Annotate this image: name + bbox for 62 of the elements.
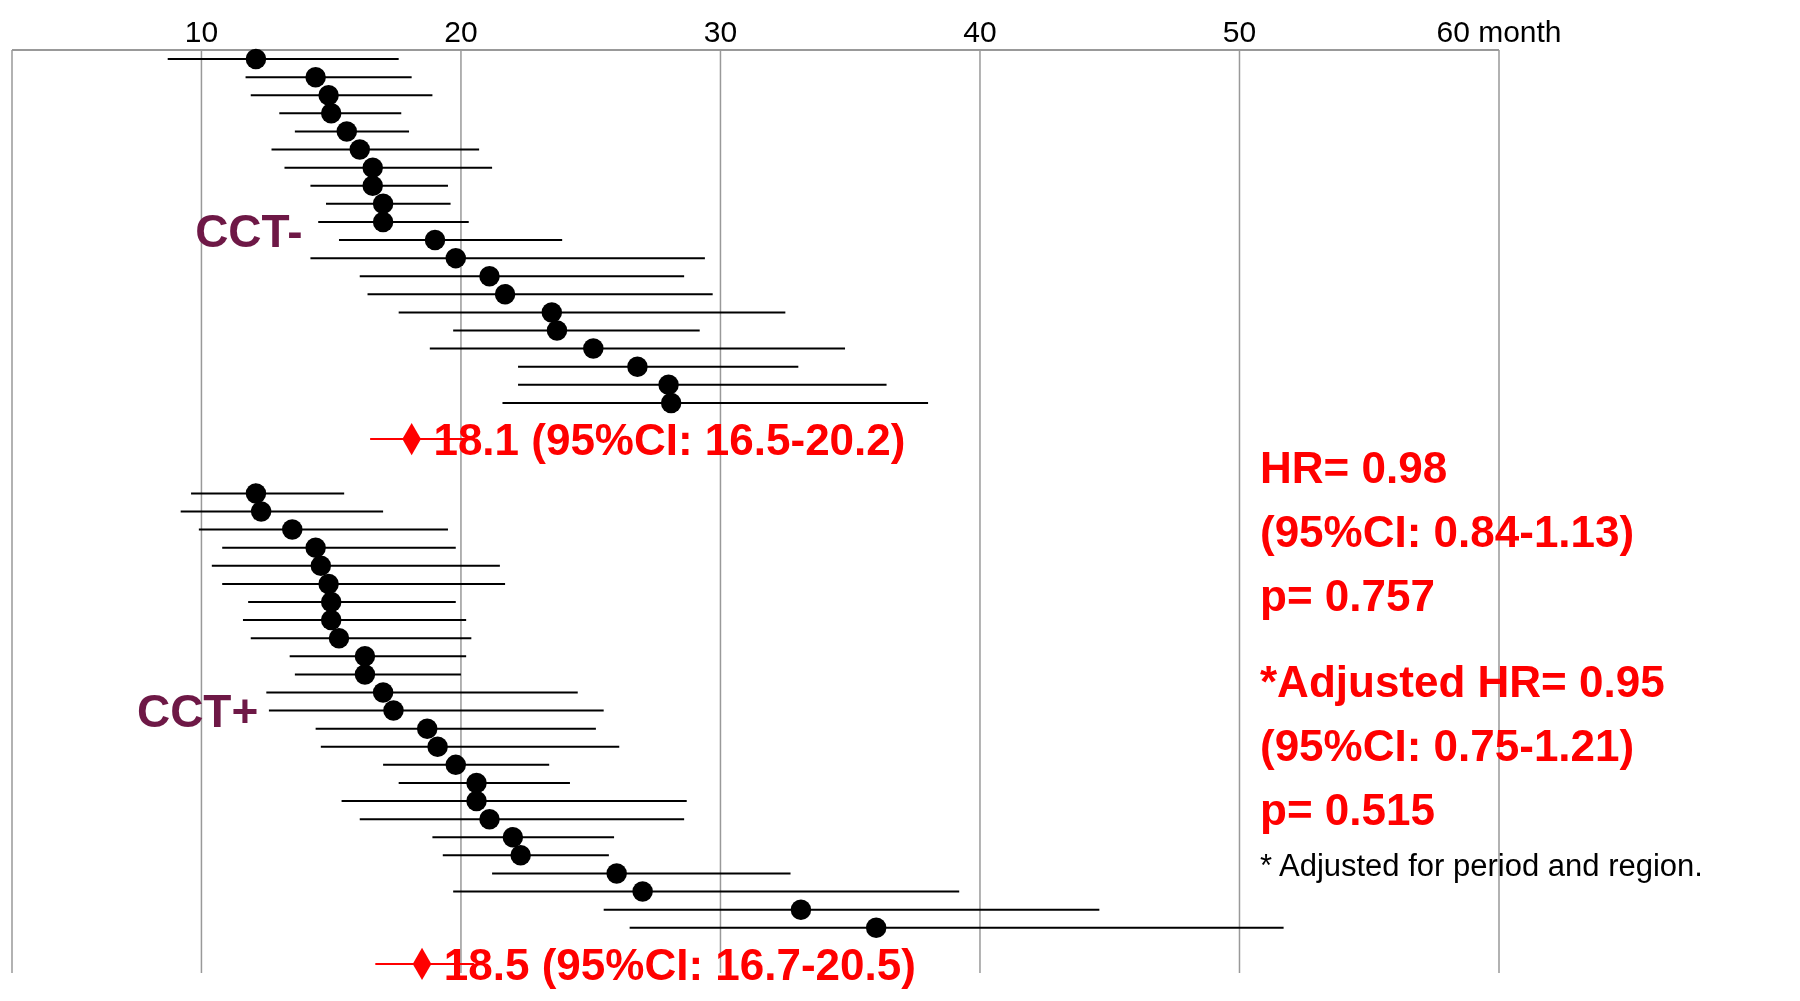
point [632, 881, 653, 902]
point [466, 790, 487, 812]
x-tick-label: 40 [963, 15, 997, 48]
point [627, 356, 648, 377]
point [510, 845, 531, 866]
series-label: CCT- [195, 204, 303, 257]
point [250, 501, 272, 522]
point [354, 646, 376, 667]
point [310, 555, 332, 577]
annotation: (95%CI: 0.75-1.21) [1260, 720, 1636, 772]
point [318, 85, 339, 106]
point [362, 157, 383, 178]
x-tick-label: 60 month [1436, 15, 1562, 48]
point [606, 863, 627, 884]
point [245, 483, 267, 504]
series-label: CCT+ [136, 684, 259, 737]
point [318, 573, 339, 595]
point [494, 284, 516, 305]
point [427, 736, 448, 757]
point [658, 374, 679, 396]
point [479, 266, 500, 287]
point [790, 899, 812, 920]
point [354, 664, 376, 685]
point [245, 48, 267, 70]
x-tick-label: 30 [703, 15, 738, 48]
annotation: HR= 0.98 [1260, 442, 1449, 494]
point [320, 103, 342, 124]
point [305, 537, 326, 558]
x-tick-label: 10 [184, 15, 219, 48]
point [424, 229, 446, 251]
data-label: 18.1 (95%CI: 16.5-20.2) [433, 414, 906, 464]
annotation: p= 0.757 [1260, 570, 1436, 622]
point [502, 827, 524, 848]
point [349, 139, 370, 160]
point [660, 392, 682, 414]
point [320, 591, 342, 613]
point [336, 121, 358, 142]
point [416, 718, 438, 739]
point [541, 302, 563, 323]
point [479, 808, 500, 830]
data-label: 18.5 (95%CI: 16.7-20.5) [443, 939, 916, 989]
point [372, 682, 394, 703]
point [383, 700, 404, 721]
point [583, 338, 604, 359]
point [328, 627, 350, 649]
point [320, 609, 342, 631]
point [466, 772, 487, 794]
x-tick-label: 20 [444, 15, 478, 48]
point [445, 754, 467, 776]
x-tick-label: 50 [1222, 15, 1257, 48]
annotation: (95%CI: 0.84-1.13) [1260, 506, 1636, 558]
point [282, 519, 303, 540]
point [305, 66, 326, 88]
point [372, 211, 394, 233]
point [445, 247, 467, 269]
point [865, 917, 887, 938]
point [362, 175, 383, 196]
point [372, 193, 394, 215]
point [546, 320, 568, 341]
annotation: * Adjusted for period and region. [1260, 847, 1703, 885]
annotation: *Adjusted HR= 0.95 [1260, 656, 1666, 708]
annotation: p= 0.515 [1260, 784, 1436, 836]
